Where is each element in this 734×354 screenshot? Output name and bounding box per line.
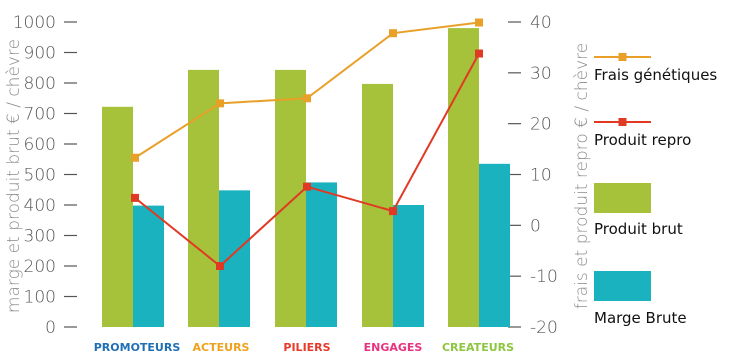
- right-tick-label: 40: [530, 13, 552, 33]
- category-label-promoteurs: PROMOTEURS: [94, 341, 181, 354]
- bar-produit-brut-engages: [362, 83, 393, 327]
- line-frais-genetiques: [134, 21, 480, 159]
- legend-marker-frais-genetiques: [618, 53, 627, 61]
- right-tick-label: -20: [530, 318, 558, 338]
- bars: [102, 28, 510, 327]
- left-axis-title: marge et produit brut € / chèvre: [4, 39, 24, 313]
- right-tick-label: 0: [530, 216, 541, 236]
- point-produit-repro-promoteurs: [131, 193, 139, 202]
- right-tick-label: -10: [530, 267, 558, 287]
- left-tick-label: 0: [45, 318, 56, 338]
- point-frais-genetiques-promoteurs: [131, 153, 139, 162]
- category-label-acteurs: ACTEURS: [193, 341, 250, 354]
- point-produit-repro-piliers: [303, 182, 311, 191]
- point-frais-genetiques-acteurs: [216, 99, 224, 108]
- point-frais-genetiques-createurs: [475, 18, 483, 27]
- left-tick-label: 300: [24, 227, 56, 247]
- point-produit-repro-createurs: [475, 49, 483, 58]
- left-tick-label: 600: [24, 135, 56, 155]
- left-tick-label: 400: [24, 196, 56, 216]
- bar-marge-brute-acteurs: [219, 190, 250, 327]
- bar-marge-brute-engages: [393, 205, 424, 327]
- lines: [131, 18, 483, 270]
- bar-produit-brut-piliers: [275, 69, 306, 327]
- left-tick-label: 1000: [13, 13, 56, 33]
- left-tick-label: 200: [24, 257, 56, 277]
- left-axis: 0 100 200 300 400 500 600 700 800 900 1000: [13, 13, 77, 338]
- legend: Frais génétiques Produit repro Produit bru…: [594, 53, 717, 327]
- category-labels: PROMOTEURS ACTEURS PILIERS ENGAGES CREATEURS: [94, 341, 514, 354]
- legend-swatch-produit-brut: [594, 183, 651, 213]
- legend-label-frais-genetiques: Frais génétiques: [594, 66, 717, 84]
- point-frais-genetiques-piliers: [303, 94, 311, 103]
- bar-produit-brut-acteurs: [188, 69, 219, 327]
- category-label-engages: ENGAGES: [364, 341, 423, 354]
- right-axis: -20 -10 0 10 20 30 40: [508, 13, 558, 338]
- bar-marge-brute-createurs: [479, 163, 510, 327]
- bar-produit-brut-createurs: [448, 28, 479, 327]
- left-tick-label: 900: [24, 44, 56, 64]
- bar-marge-brute-promoteurs: [133, 205, 164, 327]
- point-produit-repro-engages: [389, 207, 397, 216]
- left-tick-label: 800: [24, 74, 56, 94]
- left-tick-label: 700: [24, 105, 56, 125]
- right-tick-label: 30: [530, 64, 552, 84]
- left-tick-label: 500: [24, 166, 56, 186]
- legend-marker-produit-repro: [618, 118, 627, 126]
- bar-produit-brut-promoteurs: [102, 106, 133, 327]
- right-tick-label: 10: [530, 166, 552, 186]
- right-tick-label: 20: [530, 115, 552, 135]
- legend-swatch-marge-brute: [594, 271, 651, 301]
- category-label-piliers: PILIERS: [283, 341, 330, 354]
- category-label-createurs: CREATEURS: [442, 341, 514, 354]
- legend-label-produit-brut: Produit brut: [594, 220, 683, 238]
- point-frais-genetiques-engages: [389, 29, 397, 38]
- left-tick-label: 100: [24, 288, 56, 308]
- bar-marge-brute-piliers: [306, 182, 337, 327]
- legend-label-marge-brute: Marge Brute: [594, 309, 687, 327]
- legend-label-produit-repro: Produit repro: [594, 131, 691, 149]
- point-produit-repro-acteurs: [216, 262, 224, 270]
- right-axis-title: frais et produit repro € / chèvre: [572, 43, 592, 309]
